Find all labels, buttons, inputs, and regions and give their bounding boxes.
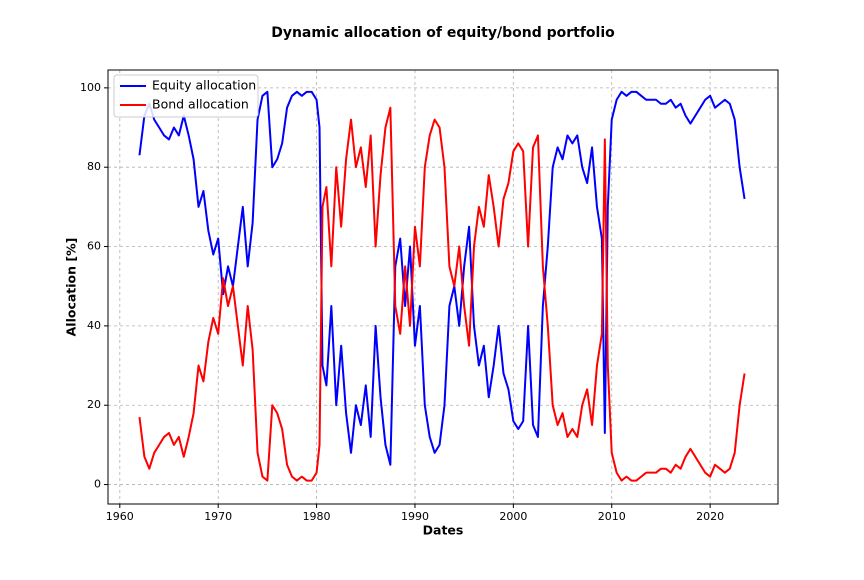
- chart-title: Dynamic allocation of equity/bond portfo…: [271, 25, 615, 41]
- x-tick-label: 1980: [303, 510, 331, 523]
- line-series: [138, 106, 746, 482]
- y-tick-label: 40: [87, 319, 101, 332]
- y-tick-label: 60: [87, 240, 101, 253]
- legend-box: [113, 74, 259, 118]
- y-tick-label: 20: [87, 398, 101, 411]
- y-tick-label: 0: [94, 478, 101, 491]
- x-tick-label: 1990: [401, 510, 429, 523]
- legend-label: Equity allocation: [152, 78, 256, 93]
- y-tick-label: 100: [80, 81, 101, 94]
- x-tick-label: 2020: [696, 510, 724, 523]
- y-tick-label: 80: [87, 160, 101, 173]
- line-series: [138, 90, 746, 466]
- x-axis-label: Dates: [423, 523, 464, 538]
- x-tick-label: 1970: [204, 510, 232, 523]
- legend-label: Bond allocation: [152, 97, 249, 112]
- x-tick-label: 2010: [598, 510, 626, 523]
- y-axis-label: Allocation [%]: [64, 238, 79, 337]
- x-tick-label: 2000: [499, 510, 527, 523]
- axes-frame: [107, 69, 779, 505]
- x-tick-label: 1960: [106, 510, 134, 523]
